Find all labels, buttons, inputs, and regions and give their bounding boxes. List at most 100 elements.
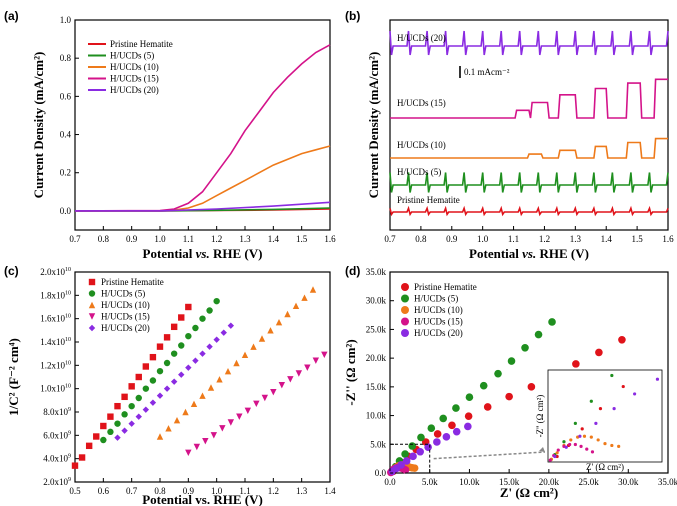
a-legend-label-h-ucds-5: H/UCDs (5) (110, 51, 154, 61)
d-marker-h-ucds-15 (401, 466, 410, 474)
c-x-axis-title: Potential vs. RHE (V) (142, 492, 263, 506)
b-plot-frame (389, 19, 669, 231)
c-marker-h-ucds-15 (236, 413, 243, 420)
d-inset-marker-h-ucds-10 (589, 435, 593, 439)
d-legend-marker-h-ucds-5 (401, 294, 409, 303)
c-marker-h-ucds-20 (185, 364, 192, 371)
c-marker-h-ucds-20 (156, 392, 164, 399)
panel-d-nyquist: (d) 0.0 5.0k 10.0k 15.0k 20.0k 25.0k 30.0k 35.0… (343, 264, 677, 500)
b-x-tick-label: 0.8 (415, 234, 427, 244)
d-inset-marker-h-ucds-20 (594, 421, 598, 425)
c-marker-pristine-hematite (142, 363, 150, 370)
c-y-tick-label: 1.4x1010 (40, 337, 71, 347)
c-marker-h-ucds-5 (185, 332, 192, 340)
c-marker-pristine-hematite (121, 393, 128, 401)
c-marker-h-ucds-20 (199, 350, 206, 357)
d-marker-h-ucds-5 (427, 424, 436, 433)
d-marker-pristine-hematite (464, 412, 473, 420)
d-inset-marker-h-ucds-15 (548, 458, 552, 462)
c-marker-h-ucds-20 (142, 406, 150, 413)
c-marker-h-ucds-15 (261, 394, 269, 402)
d-y-tick-label: 30.0k (366, 296, 387, 306)
c-marker-pristine-hematite (71, 462, 79, 469)
d-legend-label-pristine-hematite: Pristine Hematite (414, 282, 477, 292)
panel-a-tag: (a) (4, 9, 19, 23)
a-x-tick-label: 1.3 (239, 234, 251, 244)
c-marker-h-ucds-10 (267, 327, 274, 334)
c-marker-h-ucds-5 (170, 350, 178, 357)
c-marker-h-ucds-10 (216, 376, 223, 383)
c-marker-h-ucds-20 (220, 329, 227, 336)
d-marker-h-ucds-5 (479, 381, 488, 390)
d-inset-marker-h-ucds-15 (556, 448, 560, 452)
d-marker-h-ucds-20 (442, 433, 451, 441)
d-inset-marker-h-ucds-20 (578, 434, 582, 438)
b-trace-label-h-ucds-10: H/UCDs (10) (397, 140, 446, 150)
c-marker-h-ucds-5 (114, 420, 121, 427)
d-x-axis-title: Z' (Ω cm²) (500, 485, 558, 500)
d-marker-h-ucds-20 (464, 422, 472, 431)
d-inset-marker-h-ucds-15 (590, 450, 595, 454)
a-y-tick-label: 0.0 (60, 206, 72, 216)
c-marker-h-ucds-15 (219, 425, 226, 432)
c-legend-label-h-ucds-10: H/UCDs (10) (101, 300, 150, 310)
d-inset-marker-h-ucds-20 (612, 407, 616, 411)
a-x-tick-label: 1.2 (211, 234, 222, 244)
c-marker-h-ucds-10 (309, 286, 317, 293)
d-marker-h-ucds-5 (417, 433, 425, 442)
c-y-tick-label: 1.0x1010 (40, 384, 71, 394)
d-legend-label-h-ucds-10: H/UCDs (10) (414, 305, 463, 315)
d-marker-pristine-hematite (572, 360, 580, 368)
c-marker-h-ucds-20 (227, 322, 235, 329)
c-y-tick-label: 1.2x1010 (40, 360, 71, 370)
d-x-tick-label: 25.0k (578, 477, 599, 487)
c-x-tick-label: 0.6 (98, 486, 110, 496)
c-x-tick-label: 1.4 (324, 486, 336, 496)
c-marker-h-ucds-15 (253, 400, 260, 408)
c-marker-h-ucds-20 (170, 378, 178, 385)
b-trace-label-pristine-hematite: Pristine Hematite (397, 195, 460, 205)
a-legend-label-h-ucds-10: H/UCDs (10) (110, 62, 159, 72)
a-legend-label-h-ucds-20: H/UCDs (20) (110, 85, 159, 95)
c-marker-pristine-hematite (185, 303, 192, 311)
c-marker-h-ucds-10 (173, 416, 181, 424)
c-marker-h-ucds-5 (192, 324, 199, 332)
a-x-tick-label: 1.6 (324, 234, 336, 244)
c-marker-h-ucds-20 (178, 371, 185, 378)
b-x-tick-label: 0.9 (446, 234, 458, 244)
c-marker-h-ucds-10 (156, 433, 164, 440)
c-y-tick-label: 1.8x1010 (40, 290, 71, 300)
a-y-tick-label: 0.4 (60, 130, 72, 140)
d-x-tick-label: 5.0k (422, 477, 438, 487)
c-x-tick-label: 1.2 (268, 486, 279, 496)
c-marker-h-ucds-10 (165, 425, 172, 432)
c-marker-h-ucds-5 (199, 315, 206, 322)
a-y-tick-label: 0.2 (60, 168, 71, 178)
c-marker-pristine-hematite (78, 454, 86, 461)
b-x-tick-label: 1.0 (477, 234, 489, 244)
c-marker-h-ucds-15 (227, 419, 235, 426)
c-legend-marker-h-ucds-15 (88, 313, 96, 320)
d-inset-marker-h-ucds-10 (596, 438, 600, 442)
d-inset-marker-h-ucds-5 (573, 421, 577, 425)
d-marker-pristine-hematite (505, 392, 513, 401)
d-x-tick-label: 35.0k (658, 477, 677, 487)
c-y-tick-label: 8.0x109 (43, 407, 71, 417)
d-inset-marker-h-ucds-10 (569, 438, 573, 442)
c-marker-h-ucds-10 (250, 343, 257, 350)
d-marker-pristine-hematite (433, 430, 442, 438)
d-legend-marker-h-ucds-10 (401, 306, 409, 314)
a-x-tick-label: 1.5 (296, 234, 308, 244)
d-marker-pristine-hematite (595, 348, 603, 357)
c-marker-h-ucds-15 (210, 432, 218, 439)
c-marker-h-ucds-5 (163, 359, 171, 367)
d-y-tick-label: 5.0k (370, 439, 386, 449)
c-x-tick-label: 1.1 (239, 486, 250, 496)
c-legend-label-h-ucds-15: H/UCDs (15) (101, 312, 150, 322)
c-marker-h-ucds-10 (258, 335, 266, 342)
c-marker-h-ucds-15 (202, 437, 209, 445)
d-marker-h-ucds-20 (409, 452, 417, 461)
c-marker-h-ucds-15 (244, 407, 252, 415)
b-x-axis-title: Potential vs. RHE (V) (469, 246, 589, 261)
d-inset-marker-h-ucds-15 (568, 442, 572, 447)
